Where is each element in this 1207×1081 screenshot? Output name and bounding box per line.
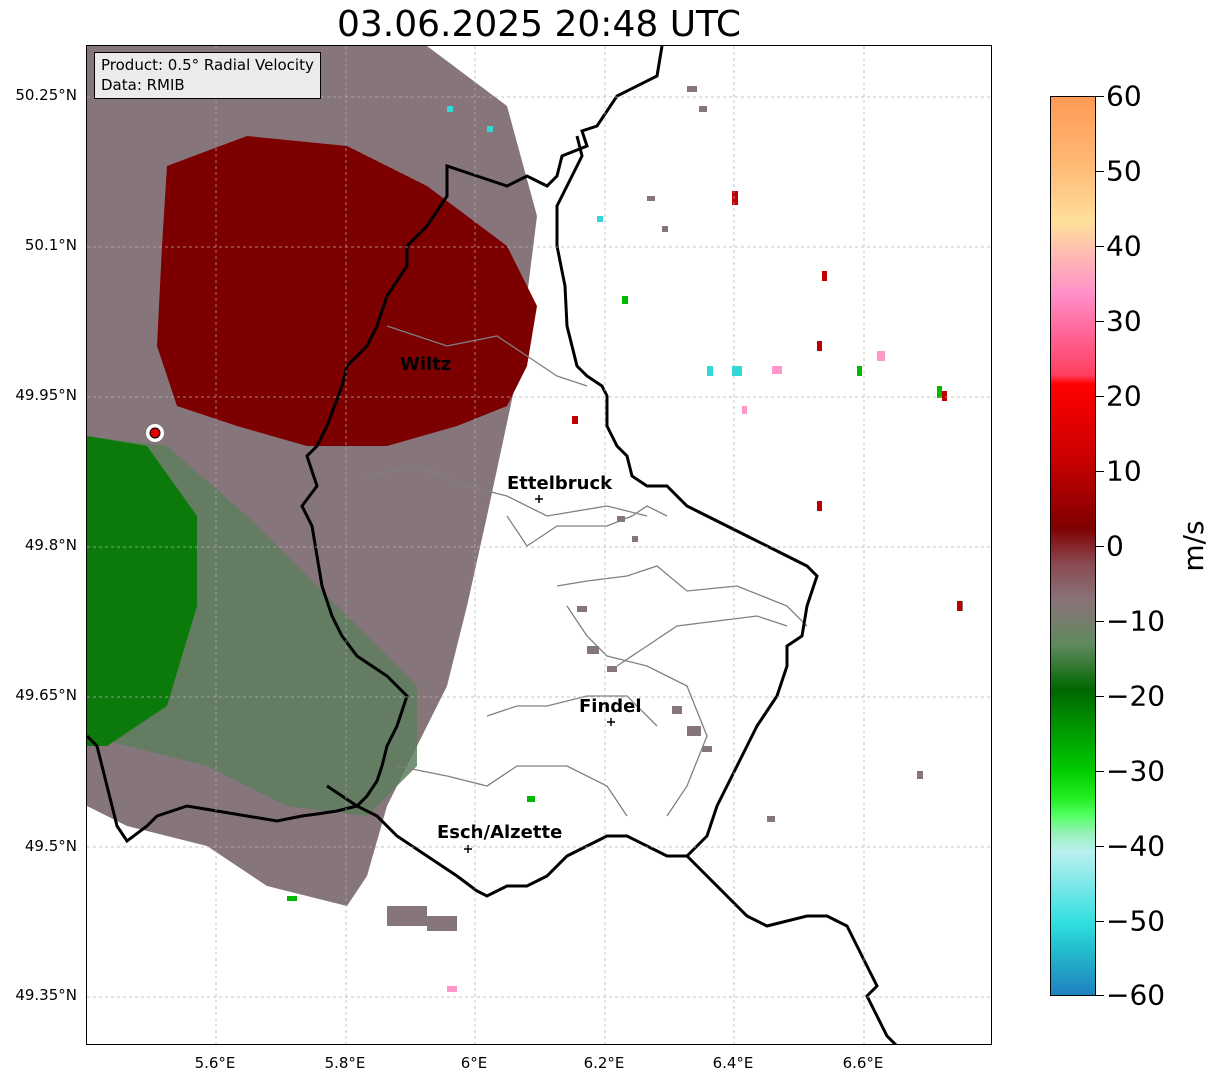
gridlines	[87, 46, 991, 1044]
colorbar-tick	[1096, 321, 1104, 322]
colorbar-gradient	[1050, 96, 1096, 996]
scattered-echoes-red	[572, 191, 962, 611]
chart-title: 03.06.2025 20:48 UTC	[336, 4, 742, 45]
lat-tick-label: 49.35°N	[15, 986, 77, 1004]
colorbar-tick-label: 60	[1106, 79, 1142, 113]
echo-inbound-strong	[87, 436, 197, 746]
radar-site-icon[interactable]	[149, 427, 161, 439]
lon-tick-label: 6.4°E	[712, 1054, 754, 1072]
radar-map-svg: Wiltz Ettelbruck Findel Esch/Alzette	[87, 46, 991, 1044]
lat-tick-label: 49.65°N	[15, 686, 77, 704]
colorbar-tick-label: 0	[1106, 529, 1124, 563]
plus-icon	[535, 495, 543, 503]
lat-tick-label: 50.25°N	[15, 86, 77, 104]
city-label-wiltz: Wiltz	[400, 354, 451, 375]
colorbar-tick	[1096, 471, 1104, 472]
colorbar-unit-label: m/s	[1177, 520, 1207, 572]
colorbar-tick-label: −30	[1106, 754, 1166, 788]
lon-tick-label: 5.6°E	[194, 1054, 236, 1072]
lon-tick-label: 6.6°E	[842, 1054, 884, 1072]
city-marker-ettelbruck[interactable]: Ettelbruck	[507, 473, 613, 503]
data-source-label: Data: RMIB	[101, 76, 185, 94]
plus-icon	[464, 845, 472, 853]
colorbar-tick-label: 50	[1106, 154, 1142, 188]
product-label: Product: 0.5° Radial Velocity	[101, 56, 314, 74]
national-borders	[87, 46, 898, 1044]
colorbar-tick-label: 30	[1106, 304, 1142, 338]
echo-outbound	[157, 136, 537, 446]
colorbar-tick	[1096, 995, 1104, 996]
scattered-echoes	[387, 86, 963, 931]
city-label-findel: Findel	[579, 696, 642, 717]
colorbar-tick	[1096, 921, 1104, 922]
scattered-echoes-pink	[447, 351, 885, 992]
colorbar-tick	[1096, 621, 1104, 622]
colorbar-tick-label: −50	[1106, 904, 1166, 938]
lat-tick-label: 50.1°N	[24, 236, 77, 254]
lat-tick-label: 49.8°N	[24, 536, 77, 554]
colorbar-tick	[1096, 846, 1104, 847]
lon-tick-label: 5.8°E	[324, 1054, 366, 1072]
colorbar-tick-label: 40	[1106, 229, 1142, 263]
scattered-echoes-green	[287, 296, 942, 901]
colorbar-tick	[1096, 396, 1104, 397]
admin-borders	[366, 325, 808, 817]
colorbar-frame	[1050, 96, 1096, 996]
colorbar-tick	[1096, 171, 1104, 172]
colorbar-tick-label: −10	[1106, 604, 1166, 638]
city-marker-findel[interactable]: Findel	[579, 696, 642, 726]
lon-tick-label: 6°E	[460, 1054, 488, 1072]
lat-tick-label: 49.95°N	[15, 386, 77, 404]
radar-map[interactable]: Wiltz Ettelbruck Findel Esch/Alzette	[86, 45, 992, 1045]
city-marker-esch-alzette[interactable]: Esch/Alzette	[437, 822, 562, 853]
colorbar-tick	[1096, 771, 1104, 772]
city-label-ettelbruck: Ettelbruck	[507, 473, 613, 494]
plus-icon	[607, 718, 615, 726]
colorbar-tick-label: 20	[1106, 379, 1142, 413]
colorbar-tick	[1096, 246, 1104, 247]
colorbar-tick-label: −40	[1106, 829, 1166, 863]
city-marker-wiltz[interactable]: Wiltz	[400, 354, 451, 375]
colorbar-tick	[1096, 546, 1104, 547]
colorbar-tick-label: −20	[1106, 679, 1166, 713]
lon-tick-label: 6.2°E	[583, 1054, 625, 1072]
scattered-echoes-cyan	[447, 106, 742, 376]
city-label-esch-alzette: Esch/Alzette	[437, 822, 562, 843]
colorbar-tick-label: 10	[1106, 454, 1142, 488]
colorbar-tick	[1096, 696, 1104, 697]
colorbar-tick-label: −60	[1106, 978, 1166, 1012]
colorbar-tick	[1096, 96, 1104, 97]
lat-tick-label: 49.5°N	[24, 837, 77, 855]
product-info-box: Product: 0.5° Radial Velocity Data: RMIB	[94, 52, 321, 99]
